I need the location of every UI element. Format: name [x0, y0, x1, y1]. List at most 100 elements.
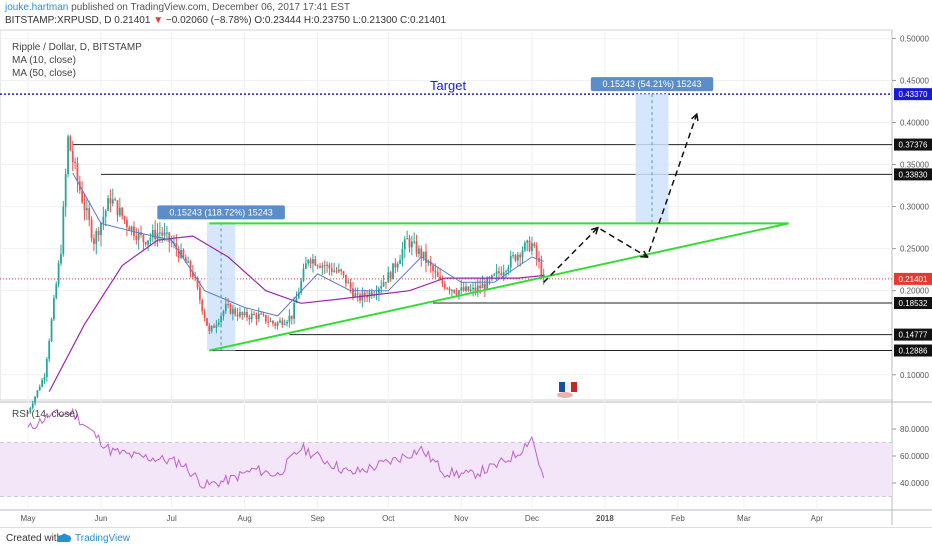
candle-body [326, 264, 328, 266]
projection-arrowheads [590, 112, 699, 258]
candle-body [389, 272, 392, 280]
published-text: published on TradingView.com, December 0… [71, 2, 351, 13]
candle-body [168, 232, 171, 243]
events-flag-icon[interactable] [557, 382, 577, 398]
candle-body [427, 261, 430, 263]
candle-body [446, 288, 449, 290]
candle-body [41, 379, 44, 387]
candle-body [403, 239, 406, 250]
time-tick-label: Jun [95, 514, 108, 523]
candle-body [366, 296, 368, 298]
candle-body [540, 262, 543, 277]
candle-body [147, 240, 149, 245]
candle-body [48, 340, 51, 360]
candle-body [531, 243, 533, 252]
candle-body [465, 286, 467, 291]
candle-body [241, 312, 244, 316]
candle-body [356, 293, 359, 295]
candle-body [340, 269, 343, 272]
candle-body [55, 284, 58, 299]
close: C:0.21401 [400, 15, 447, 26]
candle-body [382, 282, 385, 287]
candle-body [448, 288, 451, 291]
candle-body [410, 241, 413, 248]
price-tick-label: 0.50000 [900, 34, 929, 43]
candle-body [347, 282, 350, 284]
time-axis[interactable]: May Jun Jul Aug Sep Oct Nov Dec 2018 Feb Mar Apr [20, 514, 823, 523]
ma10-legend[interactable]: MA (10, close) [12, 55, 76, 66]
author-link[interactable]: jouke.hartman [5, 2, 69, 13]
time-tick-label: 2018 [596, 514, 614, 523]
high: H:0.23750 [303, 15, 350, 26]
time-tick-label: Sep [311, 514, 326, 523]
candle-body [533, 243, 536, 247]
candle-body [248, 317, 251, 320]
candle-body [316, 265, 319, 267]
support-line[interactable] [209, 222, 789, 352]
candle-body [182, 249, 185, 258]
candle-body [279, 320, 281, 323]
candle-body [27, 412, 29, 414]
price-level-tag [894, 344, 932, 357]
candle-body [38, 386, 41, 391]
arrowhead-icon [590, 226, 599, 235]
candle-body [93, 238, 95, 244]
candle-body [43, 377, 46, 380]
price-level-value: 0.14777 [899, 331, 928, 340]
candle-body [196, 277, 199, 288]
candle-body [269, 320, 272, 322]
candle-body [300, 280, 303, 293]
candle-body [436, 272, 439, 277]
tradingview-logo-icon[interactable] [55, 531, 73, 545]
candle-body [50, 319, 53, 341]
candle-body [69, 136, 72, 151]
candle-body [126, 219, 128, 228]
current-price-value: 0.21401 [899, 275, 928, 284]
rsi-legend[interactable]: RSI (14, close) [12, 409, 79, 420]
candle-body [76, 162, 79, 182]
candle-body [222, 311, 225, 317]
candle-body [81, 190, 84, 203]
time-tick-label: Apr [811, 514, 824, 523]
candle-body [137, 232, 140, 240]
candle-body [177, 249, 180, 258]
chart-title[interactable]: Ripple / Dollar, D, BITSTAMP [12, 42, 142, 53]
last-price: 0.21401 [114, 15, 151, 26]
candle-body [45, 359, 48, 378]
candle-body [483, 283, 486, 289]
candle-body [149, 237, 152, 241]
candle-body [213, 326, 215, 328]
candle-body [415, 241, 418, 254]
candle-body [486, 278, 489, 289]
time-tick-label: Jul [167, 514, 177, 523]
candle-body [413, 241, 416, 243]
candle-body [189, 261, 192, 272]
current-price-tag [894, 272, 932, 285]
candle-body [488, 278, 491, 280]
candle-body [352, 288, 354, 297]
candle-body [135, 235, 138, 240]
candle-body [107, 198, 109, 211]
candle-body [53, 298, 55, 320]
tradingview-link[interactable]: TradingView [75, 533, 131, 544]
quote-line: BITSTAMP:XRPUSD, D 0.21401 ▼ −0.02060 (−… [5, 15, 446, 26]
price-level-value: 0.43370 [899, 90, 928, 99]
candle-body [34, 396, 36, 404]
rsi-tick-label: 60.0000 [900, 452, 929, 461]
time-tick-label: Aug [238, 514, 252, 523]
candle-body [290, 315, 293, 319]
rsi-line [27, 407, 545, 489]
candle-body [262, 314, 265, 316]
ma50-legend[interactable]: MA (50, close) [12, 68, 76, 79]
candle-body [495, 271, 498, 275]
candle-body [295, 298, 298, 304]
price-axis[interactable]: 0.50000 0.45000 0.40000 0.35000 0.30000 0.250… [892, 34, 929, 488]
candle-body [406, 238, 409, 240]
candle-body [104, 210, 107, 217]
candle-body [370, 292, 373, 296]
candle-body [62, 206, 65, 254]
price-level-tag [894, 168, 932, 181]
candle-body [224, 303, 227, 312]
candle-body [156, 233, 159, 240]
